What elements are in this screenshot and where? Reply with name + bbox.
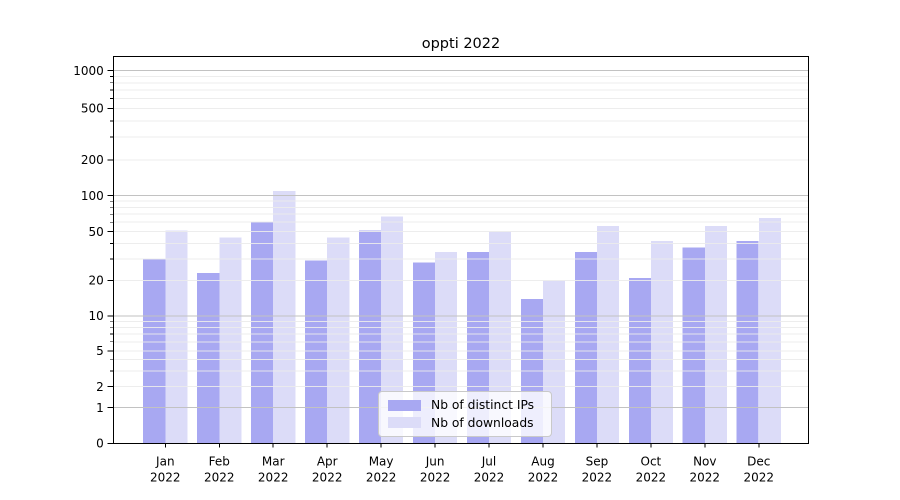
- x-tick-label-year: 2022: [420, 471, 451, 485]
- x-tick-label-year: 2022: [312, 471, 343, 485]
- x-tick-label-month: Sep: [586, 455, 609, 469]
- legend-row-downloads: Nb of downloads: [388, 416, 551, 431]
- x-tick-label-month: Feb: [209, 455, 230, 469]
- bar-downloads-apr: [327, 237, 350, 444]
- x-tick-label-month: Apr: [317, 455, 338, 469]
- grid-layer: [113, 70, 809, 409]
- x-tick-label-month: Dec: [747, 455, 770, 469]
- bar-ips-oct: [628, 277, 651, 444]
- x-tick-label-year: 2022: [636, 471, 667, 485]
- x-tick-label-month: Nov: [693, 455, 716, 469]
- chart-title: oppti 2022: [421, 36, 501, 52]
- legend-label-distinct-ips: Nb of distinct IPs: [431, 397, 535, 412]
- y-tick-label: 0: [96, 437, 104, 451]
- x-tick-label-year: 2022: [690, 471, 721, 485]
- x-tick-label-month: Oct: [641, 455, 662, 469]
- x-tick-label-year: 2022: [474, 471, 505, 485]
- legend-row-distinct-ips: Nb of distinct IPs: [388, 398, 551, 413]
- x-tick-label-year: 2022: [366, 471, 397, 485]
- y-tick-label: 50: [89, 225, 104, 239]
- x-tick-label-month: Mar: [262, 455, 285, 469]
- bar-downloads-dec: [758, 218, 781, 444]
- x-tick-label-year: 2022: [204, 471, 235, 485]
- axes-box: [112, 56, 810, 444]
- tick-labels-layer: 0 1 2 5 10 20 50 100 200 500 1000 Jan 2022 Feb 2022 Mar…: [73, 64, 774, 485]
- x-tick-label-year: 2022: [582, 471, 613, 485]
- x-tick-label-month: May: [369, 455, 394, 469]
- axis-layer: [107, 56, 810, 448]
- y-tick-label: 2: [96, 380, 104, 394]
- bar-downloads-jul: [489, 231, 512, 444]
- x-tick-label-year: 2022: [150, 471, 181, 485]
- legend: Nb of distinct IPs Nb of downloads: [378, 391, 552, 437]
- bar-ips-sep: [574, 252, 597, 444]
- legend-label-downloads: Nb of downloads: [431, 415, 534, 430]
- y-tick-label: 20: [89, 274, 104, 288]
- x-tick-label-month: Jan: [155, 455, 175, 469]
- x-tick-label-month: Jun: [425, 455, 445, 469]
- y-tick-label: 1000: [73, 64, 104, 78]
- bar-ips-nov: [682, 247, 705, 444]
- bar-ips-feb: [197, 273, 220, 444]
- y-tick-label: 200: [81, 153, 104, 167]
- bar-ips-may: [359, 230, 382, 444]
- legend-swatch-downloads: [388, 417, 421, 429]
- y-tick-label: 500: [81, 102, 104, 116]
- bar-ips-mar: [251, 222, 274, 444]
- bar-downloads-mar: [273, 190, 296, 444]
- legend-swatch-distinct-ips: [388, 399, 421, 411]
- y-tick-label: 5: [96, 344, 104, 358]
- x-tick-label-year: 2022: [258, 471, 289, 485]
- bar-ips-apr: [305, 260, 328, 444]
- x-tick-label-year: 2022: [744, 471, 775, 485]
- y-tick-label: 1: [96, 401, 104, 415]
- x-tick-label-year: 2022: [528, 471, 559, 485]
- y-tick-label: 100: [81, 189, 104, 203]
- x-tick-label-month: Jul: [481, 455, 496, 469]
- bar-downloads-feb: [219, 237, 242, 444]
- x-tick-label-month: Aug: [531, 455, 554, 469]
- bar-downloads-jan: [165, 230, 188, 444]
- y-tick-label: 10: [89, 309, 104, 323]
